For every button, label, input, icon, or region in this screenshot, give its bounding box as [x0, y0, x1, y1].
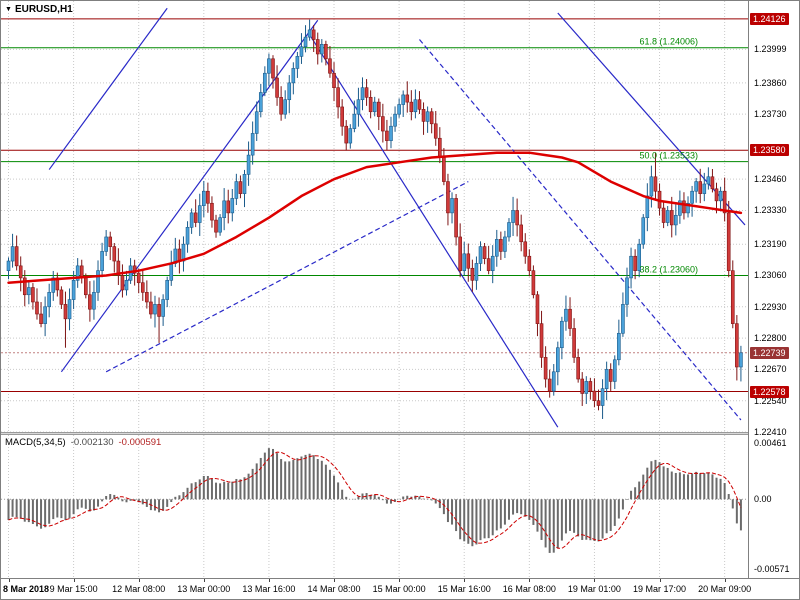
price-level-badge: 1.24126	[750, 12, 789, 25]
price-axis-label: 1.23999	[754, 44, 787, 55]
levels-layer[interactable]	[1, 7, 748, 428]
price-level-badge: 1.23580	[750, 144, 789, 157]
time-axis-tick	[138, 579, 140, 582]
time-axis-tick	[73, 579, 75, 582]
time-axis-label: 8 Mar 2018	[3, 584, 50, 594]
time-axis-tick	[8, 579, 10, 582]
price-axis-label: 1.22540	[754, 395, 787, 406]
time-axis-label: 14 Mar 08:00	[307, 584, 361, 594]
price-axis-label: 1.23730	[754, 109, 787, 120]
time-axis-label: 9 Mar 15:00	[49, 584, 98, 594]
macd-name: MACD(5,34,5)	[5, 437, 66, 448]
panel-splitter[interactable]	[1, 432, 748, 435]
macd-grid-layer	[1, 435, 748, 577]
time-axis-label: 19 Mar 17:00	[633, 584, 687, 594]
time-axis-label: 20 Mar 09:00	[698, 584, 752, 594]
macd-histogram	[7, 448, 742, 553]
time-axis[interactable]: 8 Mar 2018 9 Mar 15:00 12 Mar 08:00 13 Mar …	[1, 578, 799, 599]
price-axis-label: 1.23330	[754, 205, 787, 216]
time-axis-label: 12 Mar 08:00	[112, 584, 166, 594]
chart-marker-icon: ▼	[5, 6, 12, 13]
price-axis-label: 1.23860	[754, 77, 787, 88]
time-axis-tick	[334, 579, 336, 582]
macd-chart-svg[interactable]	[1, 435, 748, 577]
price-axis-label: 1.23190	[754, 239, 787, 250]
time-axis-label: 13 Mar 00:00	[177, 584, 231, 594]
time-axis-label: 15 Mar 00:00	[372, 584, 426, 594]
time-axis-label: 13 Mar 16:00	[242, 584, 296, 594]
price-level-badge: 1.22578	[750, 385, 789, 398]
time-axis-tick	[268, 579, 270, 582]
trendline[interactable]	[105, 181, 469, 373]
price-axis[interactable]: 1.23999 1.23860 1.23730 1.23460 1.23330 1.231…	[748, 1, 799, 578]
price-axis-label: 1.22930	[754, 301, 787, 312]
macd-indicator-label: MACD(5,34,5) -0.002130 -0.000591	[5, 437, 161, 448]
trendline[interactable]	[60, 19, 319, 373]
overlay-layer: 61.8 (1.24006) 50.0 (1.23533) 38.2 (1.2306…	[7, 37, 743, 284]
time-axis-tick	[464, 579, 466, 582]
trendline[interactable]	[419, 39, 742, 421]
price-axis-label: 1.23460	[754, 174, 787, 185]
macd-axis-label: -0.00571	[754, 564, 790, 574]
trendline[interactable]	[557, 12, 746, 226]
macd-axis-label: 0.00	[754, 494, 772, 505]
fib-level-label: 61.8 (1.24006)	[639, 37, 698, 47]
time-axis-label: 15 Mar 16:00	[437, 584, 491, 594]
price-chart-svg[interactable]: 61.8 (1.24006) 50.0 (1.23533) 38.2 (1.2306…	[1, 1, 748, 432]
time-axis-tick	[399, 579, 401, 582]
candles-layer	[6, 19, 743, 419]
main-chart-area[interactable]: 61.8 (1.24006) 50.0 (1.23533) 38.2 (1.2306…	[1, 1, 748, 432]
time-axis-tick	[529, 579, 531, 582]
symbol-timeframe-label: EURUSD,H1	[14, 4, 73, 15]
macd-axis-label: 0.00461	[754, 438, 787, 448]
time-axis-label: 16 Mar 08:00	[502, 584, 556, 594]
fib-level-label: 50.0 (1.23533)	[639, 151, 698, 161]
macd-panel[interactable]: MACD(5,34,5) -0.002130 -0.000591	[1, 435, 748, 577]
grid-layer	[1, 1, 748, 432]
price-axis-label: 1.23060	[754, 270, 787, 281]
time-axis-tick	[203, 579, 205, 582]
price-axis-label: 1.22670	[754, 364, 787, 375]
price-axis-label: 1.22800	[754, 333, 787, 344]
price-level-badge: 1.22739	[750, 346, 789, 359]
macd-main-value: -0.002130	[70, 437, 114, 448]
time-axis-label: 19 Mar 01:00	[567, 584, 621, 594]
time-axis-tick	[724, 579, 726, 582]
price-axis-label: 1.22410	[754, 427, 787, 437]
time-axis-tick	[659, 579, 661, 582]
time-axis-tick	[594, 579, 596, 582]
chart-symbol-title: ▼ EURUSD,H1	[5, 4, 73, 15]
macd-signal-value: -0.000591	[118, 437, 162, 448]
macd-signal-line	[8, 451, 742, 549]
trendline[interactable]	[309, 34, 559, 428]
moving-average-line[interactable]	[7, 151, 743, 284]
fib-level-label: 38.2 (1.23060)	[639, 264, 698, 274]
trendline[interactable]	[48, 7, 168, 170]
